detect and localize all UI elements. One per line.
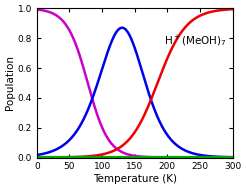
X-axis label: Temperature (K): Temperature (K) [93, 174, 177, 184]
Text: H$^+$(MeOH)$_7$: H$^+$(MeOH)$_7$ [164, 33, 227, 48]
Y-axis label: Population: Population [5, 55, 15, 110]
